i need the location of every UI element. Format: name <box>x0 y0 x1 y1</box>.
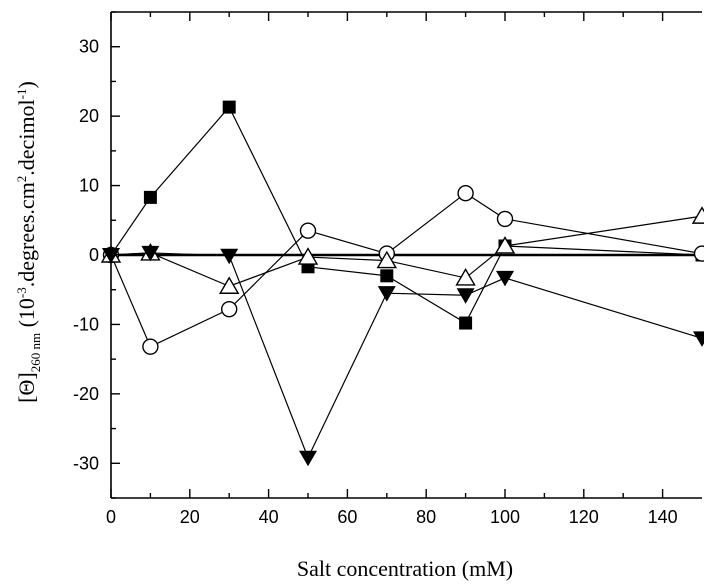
data-point-square <box>380 269 394 283</box>
y-axis-title: [Θ]260 nm (10-3.degrees.cm2.decimol-1) <box>14 81 43 403</box>
series-triangle-up-open <box>100 206 704 294</box>
data-point-circle <box>457 185 474 202</box>
series-line <box>110 106 703 324</box>
series-square-filled <box>104 100 704 330</box>
y-axis-title-mid1: .degrees.cm <box>14 182 39 287</box>
data-point-circle <box>142 338 159 355</box>
series-triangle-down-filled <box>102 245 704 467</box>
data-point-circle <box>496 210 514 228</box>
x-tick-label: 140 <box>648 507 678 527</box>
y-axis-title-sup2: 2 <box>14 176 29 183</box>
data-point-triangle-up <box>691 206 704 224</box>
y-axis-title-sup3: -1 <box>14 88 29 99</box>
data-point-triangle-down <box>456 288 475 304</box>
x-tick-label: 120 <box>569 507 599 527</box>
y-axis-title-base: [Θ] <box>14 372 39 403</box>
data-point-triangle-down <box>141 245 160 262</box>
data-point-triangle-up <box>494 236 516 254</box>
data-point-square <box>459 316 473 330</box>
x-tick-label: 60 <box>337 507 357 527</box>
tick-labels: 0 20 40 60 80 100 120 140 -30 -20 -10 0 10 20 30 <box>73 37 678 527</box>
data-point-triangle-down <box>496 270 514 287</box>
x-tick-label: 20 <box>180 507 200 527</box>
y-axis-title-open: (10 <box>14 298 39 333</box>
data-point-triangle-down <box>102 248 120 264</box>
data-point-circle <box>220 300 238 318</box>
axes <box>110 11 702 499</box>
series-group <box>100 100 704 467</box>
data-point-triangle-up <box>455 268 476 286</box>
x-tick-label: 80 <box>416 507 436 527</box>
x-tick-label: 100 <box>490 507 520 527</box>
y-tick-label: -10 <box>73 314 99 334</box>
data-point-circle <box>299 222 317 239</box>
data-point-triangle-up <box>376 250 398 269</box>
data-point-triangle-down <box>693 331 704 347</box>
y-axis-title-mid2: .decimol <box>14 99 39 175</box>
y-tick-label: 0 <box>89 245 99 265</box>
data-point-triangle-up <box>297 247 319 265</box>
y-tick-label: 10 <box>79 176 99 196</box>
series-line <box>110 192 703 348</box>
data-point-triangle-down <box>299 450 317 467</box>
data-point-triangle-down <box>377 286 396 302</box>
y-tick-label: 30 <box>79 37 99 57</box>
x-axis-title: Salt concentration (mM) <box>297 556 513 581</box>
x-tick-label: 0 <box>106 507 116 527</box>
data-point-circle <box>693 245 704 262</box>
y-axis-title-sup1: -3 <box>14 287 29 298</box>
x-tick-label: 40 <box>259 507 279 527</box>
series-line <box>110 252 703 460</box>
series-circle-open <box>102 185 704 355</box>
y-tick-label: 20 <box>79 106 99 126</box>
data-point-triangle-down <box>220 248 239 265</box>
data-point-square <box>222 100 236 114</box>
data-point-triangle-up <box>218 276 240 294</box>
y-tick-label: -20 <box>73 384 99 404</box>
data-point-square <box>143 190 157 204</box>
y-axis-title-close: ) <box>14 81 39 88</box>
y-axis-title-subscript: 260 nm <box>28 333 43 372</box>
y-tick-label: -30 <box>73 453 99 473</box>
